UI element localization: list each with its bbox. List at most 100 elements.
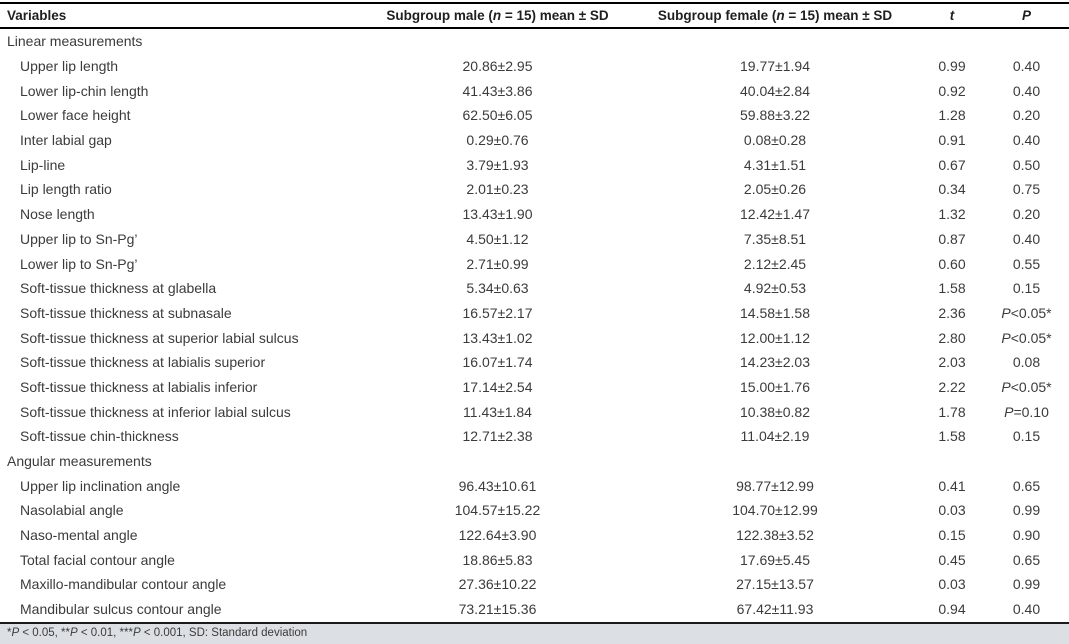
- table-row: Soft-tissue chin-thickness 12.71±2.38 11.0…: [0, 424, 1069, 449]
- female-mean-cell: 67.42±11.93: [736, 601, 814, 618]
- table-row: Soft-tissue thickness at superior labial…: [0, 325, 1069, 350]
- male-mean-cell: 122.64±3.90: [458, 527, 537, 544]
- table-row: Upper lip inclination angle 96.43±10.61 98…: [0, 473, 1069, 498]
- male-mean-cell: 62.50±6.05: [462, 107, 533, 124]
- table-row: Soft-tissue thickness at labialis superi…: [0, 350, 1069, 375]
- male-mean-cell: 13.43±1.90: [462, 206, 533, 223]
- p-value-cell: 0.65: [1012, 551, 1041, 568]
- table-row: Inter labial gap 0.29±0.76 0.08±0.28 0.91 0.…: [0, 128, 1069, 153]
- male-mean-cell: 18.86±5.83: [462, 551, 533, 568]
- male-mean-cell: 4.50±1.12: [466, 230, 529, 247]
- results-table: Variables Subgroup male (n = 15) mean ± S…: [0, 2, 1069, 622]
- t-value-cell: 2.03: [938, 354, 966, 371]
- p-value-cell: 0.40: [1012, 230, 1041, 247]
- female-mean-cell: 15.00±1.76: [740, 378, 810, 395]
- p-value-cell: P<0.05*: [1001, 329, 1052, 346]
- table-row: Lip-line 3.79±1.93 4.31±1.51 0.67 0.50: [0, 152, 1069, 177]
- table-row: Naso-mental angle 122.64±3.90 122.38±3.52 0…: [0, 523, 1069, 548]
- table-row: Soft-tissue thickness at glabella 5.34±0.…: [0, 276, 1069, 301]
- table-row: Total facial contour angle 18.86±5.83 17.6…: [0, 547, 1069, 572]
- p-value-cell: 0.40: [1012, 82, 1041, 99]
- female-mean-cell: 14.23±2.03: [740, 354, 810, 371]
- table-row: Upper lip to Sn-Pg’ 4.50±1.12 7.35±8.51 0.8…: [0, 227, 1069, 252]
- p-value-cell: P=0.10: [1004, 403, 1049, 420]
- female-mean-cell: 12.42±1.47: [740, 206, 810, 223]
- column-header-female-mean: Subgroup female (n = 15) mean ± SD: [630, 3, 920, 29]
- t-value-cell: 1.78: [938, 403, 966, 420]
- variable-cell: Total facial contour angle: [20, 551, 175, 568]
- table-row: Nose length 13.43±1.90 12.42±1.47 1.32 0.20: [0, 202, 1069, 227]
- female-mean-cell: 17.69±5.45: [740, 551, 810, 568]
- column-header-variables: Variables: [0, 3, 365, 29]
- female-mean-cell: 59.88±3.22: [740, 107, 810, 124]
- table-row: Mandibular sulcus contour angle 73.21±15.…: [0, 597, 1069, 622]
- table-row: Nasolabial angle 104.57±15.22 104.70±12.99…: [0, 498, 1069, 523]
- female-mean-cell: 27.15±13.57: [736, 576, 814, 593]
- p-value-cell: P<0.05*: [1001, 378, 1052, 395]
- female-mean-cell: 10.38±0.82: [740, 403, 810, 420]
- male-mean-cell: 104.57±15.22: [454, 502, 541, 519]
- variable-cell: Soft-tissue thickness at subnasale: [20, 304, 232, 321]
- t-value-cell: 0.03: [938, 502, 966, 519]
- t-value-cell: 1.58: [938, 280, 966, 297]
- variable-cell: Soft-tissue thickness at superior labial…: [20, 329, 299, 346]
- t-value-cell: 0.91: [938, 132, 966, 149]
- female-mean-cell: 2.05±0.26: [743, 181, 807, 198]
- male-mean-cell: 11.43±1.84: [463, 403, 532, 420]
- variable-cell: Soft-tissue chin-thickness: [20, 428, 179, 445]
- male-mean-cell: 17.14±2.54: [462, 378, 533, 395]
- female-mean-cell: 40.04±2.84: [740, 82, 810, 99]
- p-value-cell: 0.15: [1012, 428, 1041, 445]
- variable-cell: Nose length: [20, 206, 95, 223]
- variable-cell: Lower face height: [20, 107, 131, 124]
- column-header-male-mean: Subgroup male (n = 15) mean ± SD: [365, 3, 630, 29]
- male-mean-cell: 96.43±10.61: [458, 477, 537, 494]
- header-row: Variables Subgroup male (n = 15) mean ± S…: [0, 3, 1069, 29]
- male-mean-cell: 41.43±3.86: [462, 82, 533, 99]
- variable-cell: Soft-tissue thickness at inferior labial…: [20, 403, 291, 420]
- female-mean-cell: 104.70±12.99: [732, 502, 818, 519]
- table-row: Soft-tissue thickness at labialis inferi…: [0, 375, 1069, 400]
- male-mean-cell: 73.21±15.36: [458, 601, 537, 618]
- female-mean-cell: 12.00±1.12: [740, 329, 810, 346]
- female-mean-cell: 98.77±12.99: [736, 477, 814, 494]
- table-row: Soft-tissue thickness at inferior labial…: [0, 399, 1069, 424]
- variable-cell: Soft-tissue thickness at glabella: [20, 280, 217, 297]
- p-value-cell: 0.65: [1012, 477, 1041, 494]
- female-mean-cell: 14.58±1.58: [740, 304, 810, 321]
- p-value-cell: 0.55: [1012, 255, 1041, 272]
- p-value-cell: P<0.05*: [1001, 304, 1052, 321]
- p-value-cell: 0.40: [1012, 601, 1041, 618]
- variable-cell: Soft-tissue thickness at labialis superi…: [20, 354, 266, 371]
- t-value-cell: 2.22: [938, 378, 966, 395]
- t-value-cell: 0.45: [938, 551, 966, 568]
- table-row: Upper lip length 20.86±2.95 19.77±1.94 0.99…: [0, 54, 1069, 79]
- male-mean-cell: 16.07±1.74: [462, 354, 533, 371]
- table-row: Lower lip-chin length 41.43±3.86 40.04±2.8…: [0, 78, 1069, 103]
- p-value-cell: 0.99: [1012, 576, 1041, 593]
- p-value-cell: 0.15: [1012, 280, 1041, 297]
- variable-cell: Lip-line: [20, 156, 66, 173]
- female-mean-cell: 7.35±8.51: [743, 230, 807, 247]
- male-mean-cell: 13.43±1.02: [462, 329, 533, 346]
- table-row: Lip length ratio 2.01±0.23 2.05±0.26 0.34 0.…: [0, 177, 1069, 202]
- p-value-cell: 0.90: [1012, 527, 1041, 544]
- female-mean-cell: 4.92±0.53: [743, 280, 807, 297]
- section-header-row: Linear measurements: [0, 28, 1069, 54]
- t-value-cell: 0.99: [938, 58, 966, 75]
- t-value-cell: 2.80: [938, 329, 966, 346]
- female-mean-cell: 19.77±1.94: [740, 58, 810, 75]
- variable-cell: Naso-mental angle: [20, 527, 138, 544]
- variable-cell: Maxillo-mandibular contour angle: [20, 576, 227, 593]
- t-value-cell: 1.28: [938, 107, 966, 124]
- t-value-cell: 0.92: [938, 82, 966, 99]
- t-value-cell: 0.15: [938, 527, 966, 544]
- table-row: Lower face height 62.50±6.05 59.88±3.22 1.2…: [0, 103, 1069, 128]
- t-value-cell: 1.58: [938, 428, 966, 445]
- variable-cell: Mandibular sulcus contour angle: [20, 601, 222, 618]
- table-row: Maxillo-mandibular contour angle 27.36±10…: [0, 572, 1069, 597]
- male-mean-cell: 20.86±2.95: [462, 58, 533, 75]
- table-row: Soft-tissue thickness at subnasale 16.57±…: [0, 301, 1069, 326]
- variable-cell: Lower lip-chin length: [20, 82, 149, 99]
